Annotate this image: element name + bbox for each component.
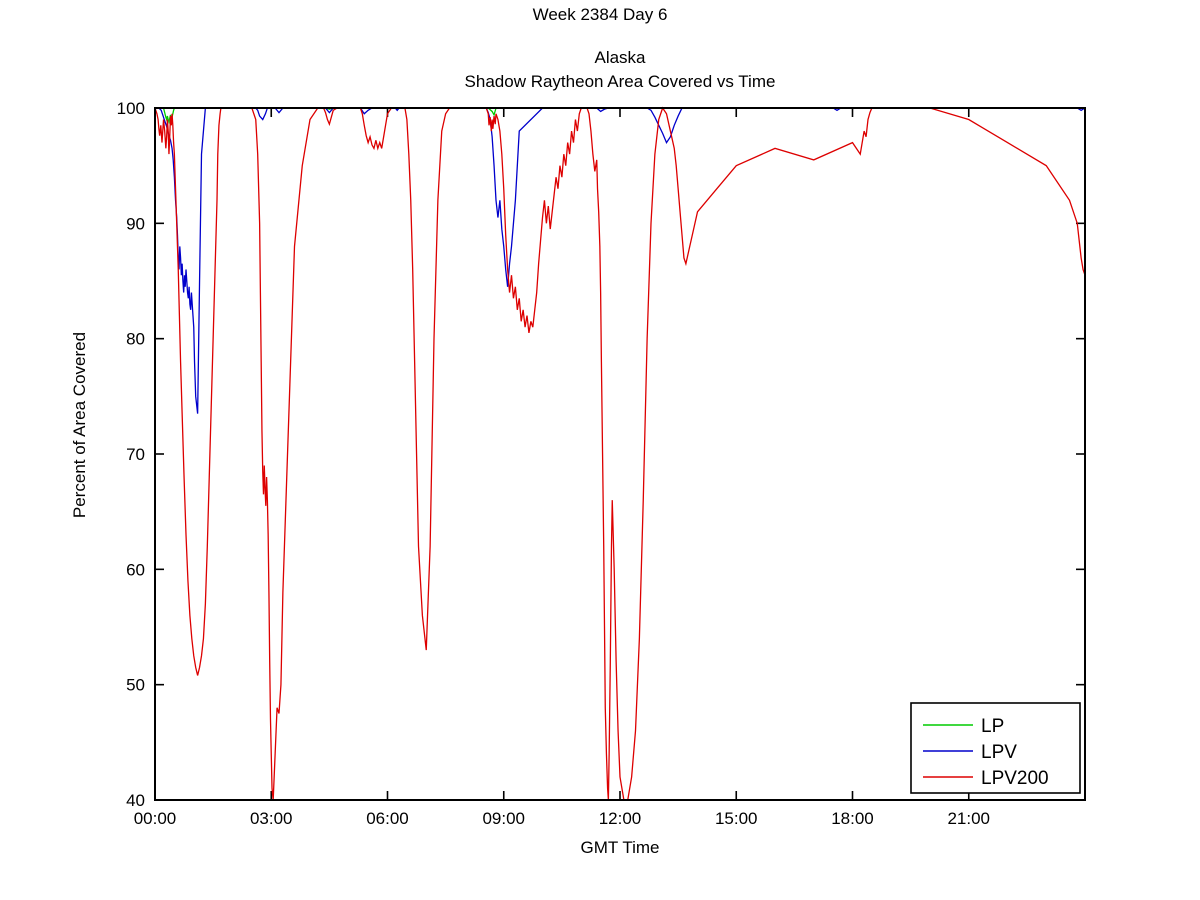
x-tick-label: 09:00 <box>482 809 525 828</box>
y-tick-label: 90 <box>126 214 145 233</box>
x-tick-label: 21:00 <box>947 809 990 828</box>
x-tick-label: 12:00 <box>599 809 642 828</box>
legend-label-lpv: LPV <box>981 742 1017 763</box>
x-axis-label: GMT Time <box>580 838 660 857</box>
y-tick-label: 60 <box>126 560 145 579</box>
legend-label-lp: LP <box>981 716 1004 737</box>
x-tick-label: 06:00 <box>366 809 409 828</box>
axis-ticks-group: 00:00 03:00 06:00 09:00 12:00 15:00 18:00 21:00… <box>117 99 1085 828</box>
chart-title-line-1: Alaska <box>594 48 646 67</box>
y-tick-label: 100 <box>117 99 145 118</box>
data-series-group <box>154 106 1086 801</box>
y-tick-label: 80 <box>126 330 145 349</box>
axes-frame <box>154 107 1086 801</box>
chart-title: Alaska Shadow Raytheon Area Covered vs T… <box>155 46 1085 94</box>
y-tick-label: 70 <box>126 445 145 464</box>
chart-legend[interactable]: LP LPV LPV200 <box>910 702 1081 794</box>
x-tick-label: 00:00 <box>134 809 177 828</box>
chart-title-line-2: Shadow Raytheon Area Covered vs Time <box>464 72 776 91</box>
legend-frame <box>910 702 1081 794</box>
figure-suptitle: Week 2384 Day 6 <box>532 5 668 24</box>
x-tick-label: 03:00 <box>250 809 293 828</box>
x-tick-label: 18:00 <box>831 809 874 828</box>
x-tick-label: 15:00 <box>715 809 758 828</box>
y-tick-label: 40 <box>126 791 145 810</box>
y-tick-label: 50 <box>126 676 145 695</box>
legend-label-lpv200: LPV200 <box>981 768 1049 789</box>
series-line-lpv200 <box>154 106 1086 801</box>
